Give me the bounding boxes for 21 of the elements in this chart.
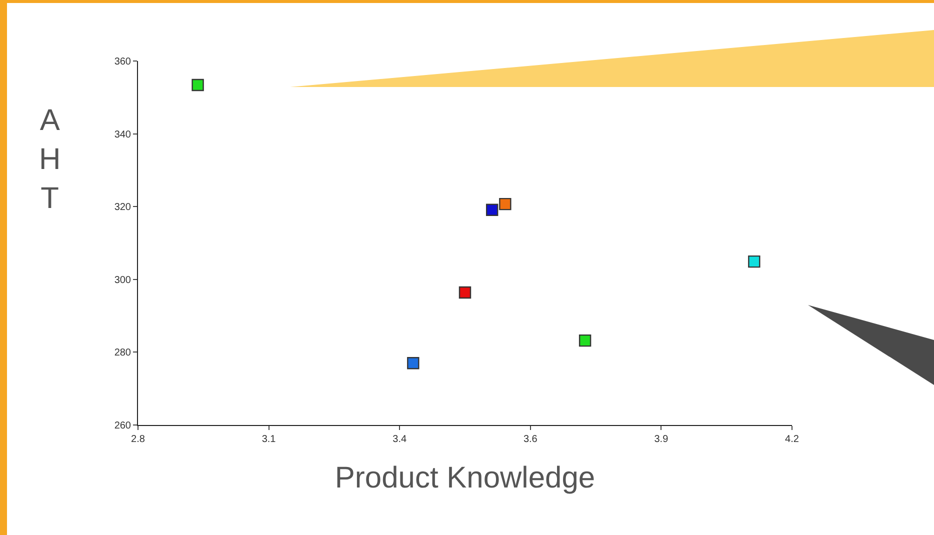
y-tick-label: 280 bbox=[114, 348, 132, 359]
x-tick-label: 2.8 bbox=[131, 434, 146, 445]
point bbox=[407, 357, 420, 370]
x-tick-label: 3.6 bbox=[523, 434, 538, 445]
point bbox=[748, 255, 760, 268]
y-tick-label: 340 bbox=[114, 129, 132, 140]
y-tick-label: 320 bbox=[114, 202, 132, 214]
point bbox=[192, 78, 204, 92]
x-tick-label: 4.2 bbox=[785, 434, 800, 445]
point bbox=[578, 334, 592, 347]
x-axis-title: Product Knowledge bbox=[334, 462, 596, 494]
point bbox=[486, 204, 498, 216]
y-tick-label: 260 bbox=[114, 420, 132, 432]
point bbox=[458, 286, 472, 299]
x-tick-label: 3.1 bbox=[262, 434, 276, 445]
y-axis-title: AHT bbox=[39, 104, 61, 215]
y-tick-label: 300 bbox=[114, 274, 132, 286]
x-tick-label: 3.9 bbox=[654, 434, 669, 445]
x-tick-label: 3.4 bbox=[392, 434, 407, 445]
y-tick-label: 360 bbox=[114, 56, 132, 68]
point bbox=[499, 198, 512, 210]
